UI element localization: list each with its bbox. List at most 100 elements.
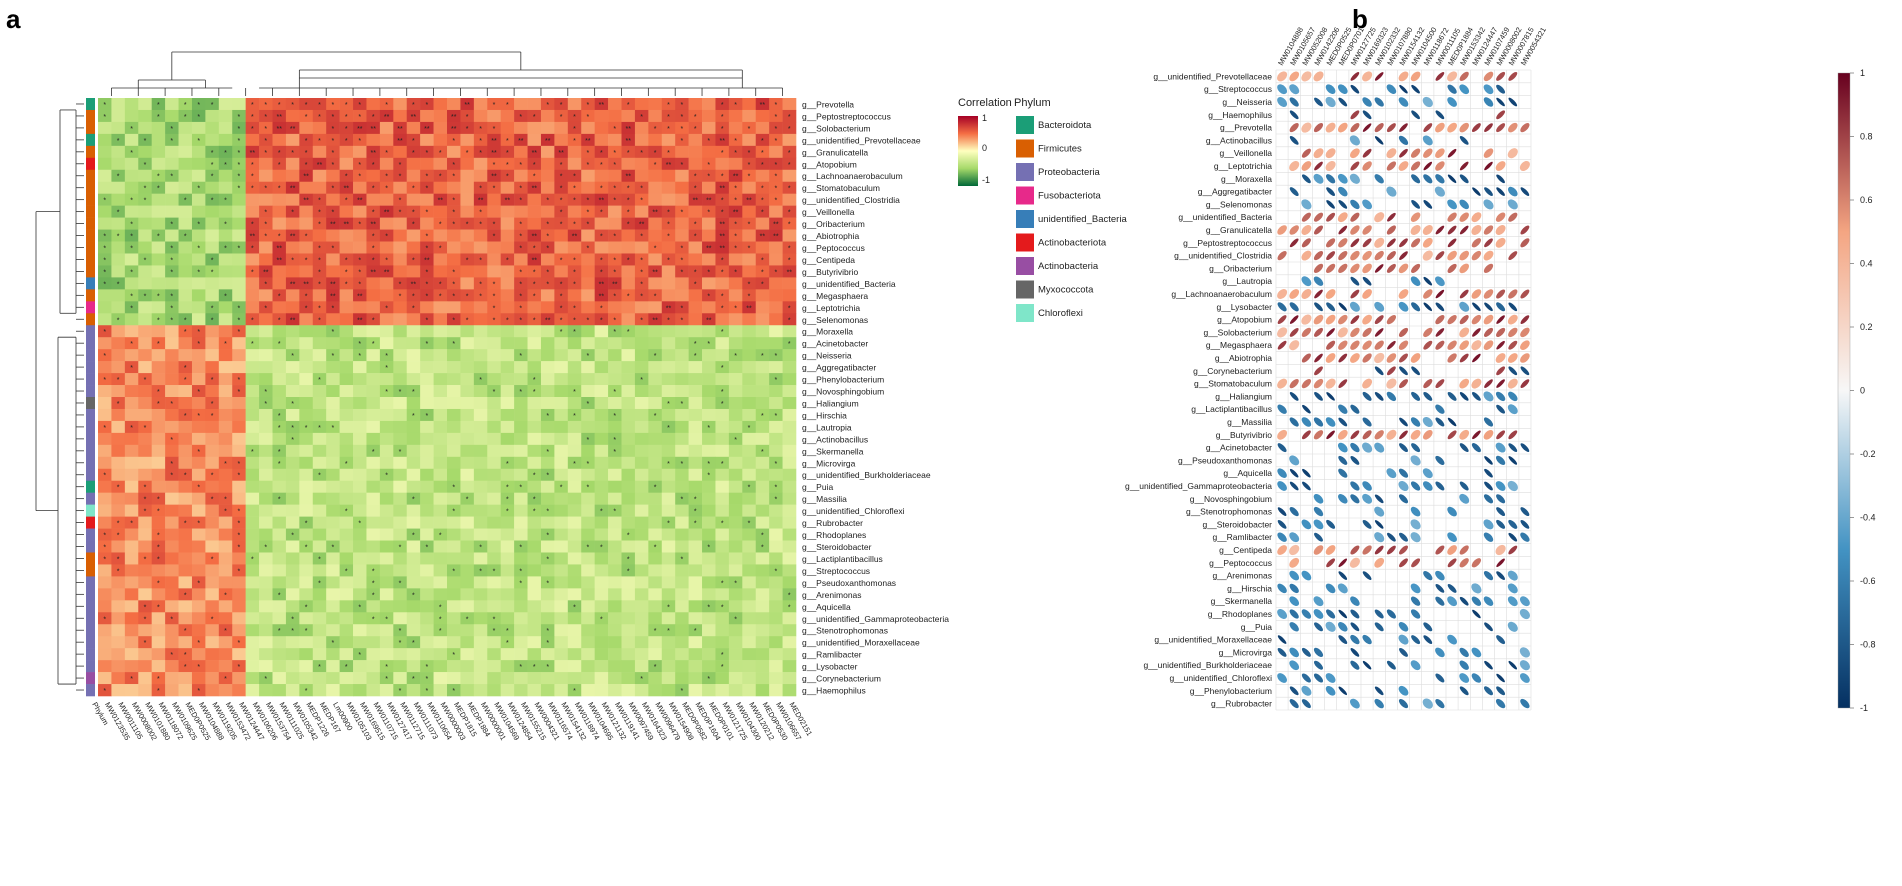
heatmap-a-cell	[447, 528, 461, 541]
heatmap-a-cell	[326, 229, 340, 242]
significance-mark: *	[681, 317, 684, 324]
heatmap-a-cell	[259, 672, 273, 685]
heatmap-a-cell	[420, 408, 434, 422]
heatmap-a-cell	[447, 241, 461, 254]
heatmap-a-cell	[285, 289, 300, 302]
correlation-ellipse	[1410, 353, 1421, 363]
heatmap-a-cell	[715, 253, 730, 266]
heatmap-a-cell	[406, 145, 421, 159]
row-label: g__Stomatobaculum	[802, 183, 880, 193]
heatmap-a-cell	[232, 109, 246, 123]
panel-label-b: b	[1352, 4, 1368, 34]
heatmap-a-cell	[728, 397, 743, 410]
heatmap-a-cell	[782, 397, 797, 410]
heatmap-a-cell	[98, 456, 112, 470]
heatmap-a-cell	[540, 480, 555, 493]
heatmap-a-cell	[608, 612, 622, 625]
heatmap-a-cell	[433, 540, 448, 553]
heatmap-a-cell	[366, 325, 381, 338]
heatmap-a-cell	[648, 468, 663, 482]
heatmap-a-cell	[191, 432, 206, 446]
correlation-ellipse	[1447, 314, 1457, 325]
heatmap-a-cell	[393, 361, 408, 374]
significance-mark: *	[640, 377, 643, 384]
heatmap-a-cell	[702, 157, 716, 171]
heatmap-a-cell	[688, 420, 703, 434]
heatmap-a-cell	[500, 121, 515, 135]
significance-mark: *	[278, 449, 281, 456]
heatmap-a-cell	[272, 408, 287, 422]
significance-mark: *	[546, 473, 549, 480]
heatmap-a-cell	[165, 612, 179, 625]
significance-mark: *	[318, 246, 321, 253]
heatmap-a-cell	[675, 193, 689, 206]
correlation-ellipse	[1301, 148, 1311, 158]
significance-mark: *	[761, 533, 764, 540]
heatmap-a-cell	[232, 289, 246, 302]
heatmap-a-cell	[648, 528, 663, 541]
significance-mark: *	[385, 186, 388, 193]
heatmap-a-cell	[111, 600, 126, 613]
heatmap-a-cell	[245, 289, 260, 302]
heatmap-a-cell	[366, 313, 381, 326]
heatmap-b: g__unidentified_Prevotellaceaeg__Strepto…	[1125, 26, 1548, 711]
heatmap-a-cell	[514, 349, 528, 362]
significance-mark: *	[144, 640, 147, 647]
correlation-ellipse	[1508, 71, 1518, 81]
correlation-ellipse	[1338, 404, 1348, 414]
heatmap-a-cell	[527, 672, 542, 685]
heatmap-a-cell	[138, 313, 152, 326]
correlation-ellipse	[1386, 660, 1396, 670]
heatmap-a-cell	[527, 121, 542, 135]
heatmap-a-cell	[608, 145, 622, 159]
row-label-b: g__Stenotrophomonas	[1186, 507, 1272, 517]
colorbar-b-tick-label: 1	[1860, 68, 1865, 78]
heatmap-a-cell	[782, 301, 797, 314]
heatmap-a-cell	[326, 492, 340, 505]
heatmap-a-cell	[460, 468, 475, 482]
heatmap-a-cell	[715, 121, 730, 135]
heatmap-a-cell	[433, 408, 448, 422]
heatmap-a-cell	[420, 145, 434, 159]
heatmap-a-cell	[514, 241, 528, 254]
row-label: g__Veillonella	[802, 207, 855, 217]
correlation-ellipse	[1411, 391, 1421, 401]
significance-mark: *	[144, 162, 147, 169]
heatmap-a-cell	[124, 660, 139, 673]
heatmap-a-cell	[218, 109, 233, 123]
correlation-ellipse	[1350, 622, 1360, 632]
heatmap-a-cell	[755, 385, 770, 398]
heatmap-a-cell	[661, 337, 676, 350]
heatmap-a-cell	[191, 277, 206, 290]
significance-mark: *	[775, 485, 778, 492]
significance-mark: *	[399, 688, 402, 695]
heatmap-a-cell	[621, 684, 636, 697]
heatmap-a-cell	[594, 552, 609, 565]
heatmap-a-cell	[648, 648, 663, 661]
correlation-ellipse	[1520, 327, 1530, 338]
heatmap-a-cell	[540, 277, 555, 290]
heatmap-a-cell	[702, 624, 716, 637]
heatmap-a-cell	[205, 145, 220, 159]
correlation-ellipse	[1484, 238, 1493, 248]
heatmap-a-cell	[500, 528, 515, 541]
heatmap-a-cell	[567, 672, 582, 685]
significance-mark: *	[238, 568, 241, 575]
heatmap-a-cell	[259, 552, 273, 565]
significance-mark: *	[197, 102, 200, 109]
correlation-ellipse	[1386, 545, 1396, 555]
heatmap-a-cell	[312, 361, 327, 374]
heatmap-a-cell	[420, 169, 434, 183]
heatmap-a-cell	[608, 289, 622, 302]
significance-mark: *	[305, 234, 308, 241]
heatmap-a-cell	[715, 337, 730, 350]
heatmap-a-cell	[567, 277, 582, 290]
significance-mark: *	[721, 210, 724, 217]
heatmap-a-cell	[232, 217, 246, 230]
correlation-ellipse	[1289, 160, 1300, 172]
heatmap-a-cell	[715, 241, 730, 254]
heatmap-a-cell	[339, 241, 354, 254]
correlation-ellipse	[1338, 379, 1348, 388]
heatmap-a-cell	[312, 109, 327, 123]
heatmap-a-cell	[285, 169, 300, 183]
